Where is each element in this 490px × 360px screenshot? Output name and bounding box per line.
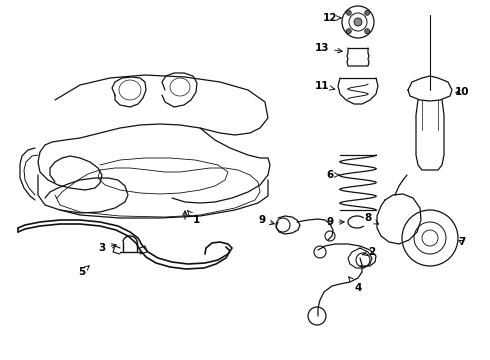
Text: 13: 13 [315,43,342,53]
Text: 7: 7 [458,237,466,247]
Text: 1: 1 [188,211,199,225]
Text: 9: 9 [326,217,344,227]
Circle shape [365,29,369,34]
Text: 3: 3 [98,243,116,253]
Text: 8: 8 [365,213,379,224]
Text: 9: 9 [258,215,274,225]
Circle shape [346,29,351,34]
Text: 11: 11 [315,81,335,91]
Text: 5: 5 [78,266,89,277]
Text: 6: 6 [326,170,340,180]
Text: 10: 10 [455,87,469,97]
Text: 4: 4 [349,277,362,293]
Text: 2: 2 [363,247,376,257]
Circle shape [365,10,369,15]
Circle shape [354,18,362,26]
Circle shape [346,10,351,15]
Text: 12: 12 [323,13,341,23]
